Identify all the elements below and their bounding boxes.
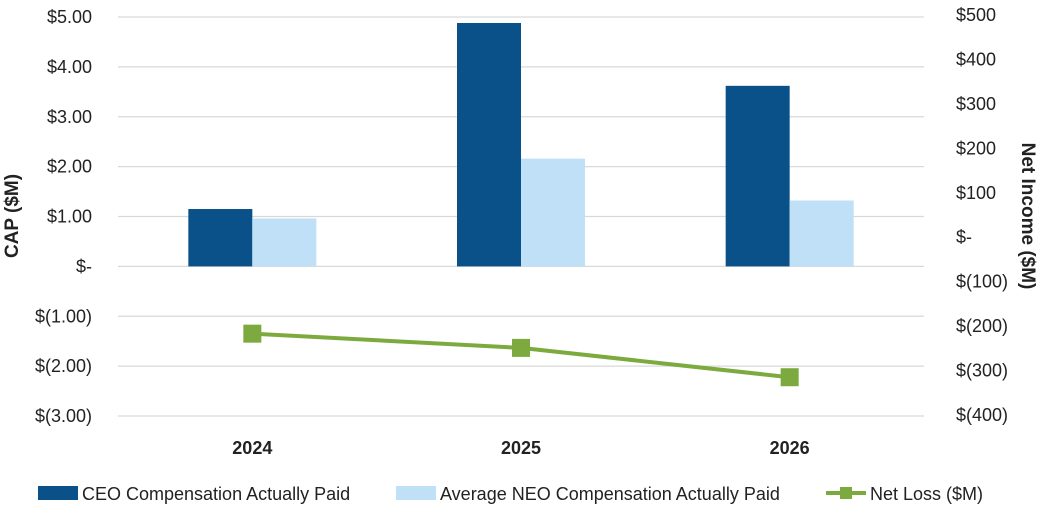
right-tick-label: $(100): [956, 272, 1008, 292]
bar-neo-2024: [252, 218, 317, 267]
left-tick-label: $2.00: [47, 157, 92, 177]
right-tick-label: $(400): [956, 405, 1008, 425]
bars: [188, 22, 854, 267]
left-tick-label: $(3.00): [35, 406, 92, 426]
left-axis-ticks: $(3.00) $(2.00) $(1.00) $- $1.00 $2.00 $3.00 $4…: [35, 7, 92, 426]
bar-ceo-2024: [188, 209, 253, 267]
category-labels: 2024 2025 2026: [232, 438, 809, 458]
right-tick-label: $(300): [956, 361, 1008, 381]
right-tick-label: $300: [956, 94, 996, 114]
category-label: 2025: [501, 438, 541, 458]
left-axis-title: CAP ($M): [2, 174, 23, 258]
right-axis-ticks: $(400) $(300) $(200) $(100) $- $100 $200 $300 $4…: [956, 5, 1008, 425]
left-tick-label: $(2.00): [35, 356, 92, 376]
net-loss-line: [243, 324, 799, 387]
right-tick-label: $200: [956, 138, 996, 158]
bar-ceo-2025: [457, 22, 521, 267]
legend: CEO Compensation Actually Paid Average NE…: [38, 484, 983, 504]
legend-swatch: [38, 486, 78, 500]
left-tick-label: $(1.00): [35, 306, 92, 326]
left-tick-label: $5.00: [47, 7, 92, 27]
left-tick-label: $3.00: [47, 107, 92, 127]
bar-neo-2025: [521, 158, 585, 267]
right-tick-label: $100: [956, 183, 996, 203]
left-tick-label: $-: [76, 256, 92, 276]
legend-label: Average NEO Compensation Actually Paid: [440, 484, 780, 504]
right-axis-title: Net Income ($M): [1017, 143, 1038, 290]
right-tick-label: $400: [956, 49, 996, 69]
legend-swatch: [396, 486, 436, 500]
right-tick-label: $500: [956, 5, 996, 25]
right-tick-label: $-: [956, 227, 972, 247]
left-tick-label: $1.00: [47, 207, 92, 227]
right-tick-label: $(200): [956, 316, 1008, 336]
category-label: 2026: [770, 438, 810, 458]
net-loss-marker-2024: [243, 324, 262, 343]
legend-swatch-marker: [840, 487, 852, 499]
net-loss-marker-2025: [512, 338, 530, 357]
legend-label: Net Loss ($M): [870, 484, 983, 504]
bar-neo-2026: [789, 200, 854, 267]
bar-ceo-2026: [725, 85, 790, 267]
legend-label: CEO Compensation Actually Paid: [82, 484, 350, 504]
category-label: 2024: [232, 438, 272, 458]
net-loss-marker-2026: [780, 368, 799, 387]
left-tick-label: $4.00: [47, 57, 92, 77]
